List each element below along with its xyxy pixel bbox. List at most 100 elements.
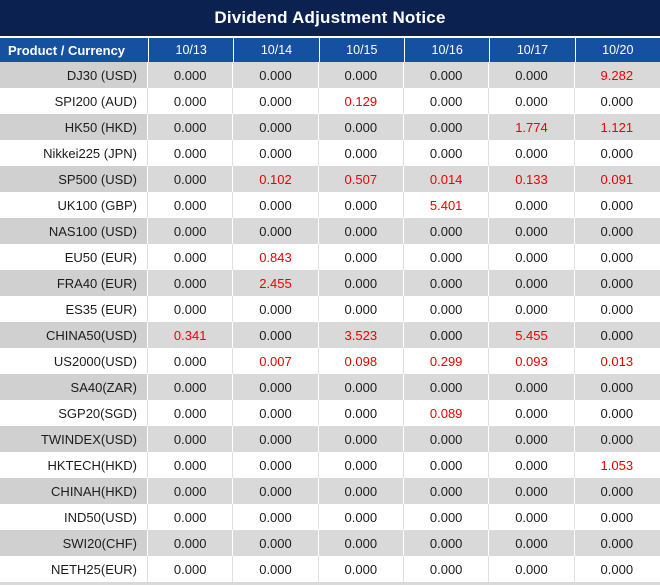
dividend-value-cell: 3.523 [319,322,404,348]
dividend-value-cell: 0.000 [404,504,490,530]
product-label: DJ30 (USD) [0,62,148,88]
header-product-currency: Product / Currency [8,42,126,58]
dividend-value-cell: 0.000 [489,296,575,322]
dividend-value-cell: 0.341 [148,322,234,348]
dividend-value-cell: 0.507 [319,166,404,192]
product-label: US2000(USD) [0,348,148,374]
table-row: Nikkei225 (JPN) 0.000 0.000 0.000 0.000 0.000… [0,140,660,166]
product-label: IND50(USD) [0,504,148,530]
table-row: SP500 (USD) 0.000 0.102 0.507 0.014 0.133 0.09… [0,166,660,192]
dividend-value-cell: 0.000 [489,556,575,582]
dividend-value-cell: 2.455 [233,270,319,296]
dividend-value-cell: 0.000 [489,452,575,478]
product-label: SA40(ZAR) [0,374,148,400]
dividend-value-cell: 0.000 [404,62,490,88]
dividend-value-cell: 0.093 [489,348,575,374]
table-row: DJ30 (USD) 0.000 0.000 0.000 0.000 0.000 9.282 [0,62,660,88]
product-label: ES35 (EUR) [0,296,148,322]
dividend-value-cell: 0.013 [600,353,634,369]
dividend-value-cell: 0.000 [489,426,575,452]
dividend-value-cell: 0.000 [404,88,490,114]
dividend-value-cell: 5.455 [489,322,575,348]
dividend-value-cell: 0.000 [148,270,234,296]
table-row: SA40(ZAR) 0.000 0.000 0.000 0.000 0.000 0.000 [0,374,660,400]
dividend-table-body: DJ30 (USD) 0.000 0.000 0.000 0.000 0.000 9.282… [0,62,660,582]
dividend-value-cell: 0.000 [489,478,575,504]
dividend-value-cell: 0.000 [404,244,490,270]
dividend-value-cell: 0.000 [600,379,634,395]
dividend-value-cell: 0.000 [233,478,319,504]
dividend-value-cell: 0.000 [489,244,575,270]
dividend-value-cell: 0.000 [148,400,234,426]
dividend-value-cell: 0.000 [600,249,634,265]
dividend-value-cell: 0.000 [404,374,490,400]
dividend-value-cell: 0.000 [148,62,234,88]
dividend-value-cell: 0.000 [600,535,634,551]
dividend-value-cell: 0.000 [233,192,319,218]
header-date-cell: 10/15 [318,38,404,62]
dividend-value-cell: 0.000 [148,478,234,504]
dividend-value-cell: 0.000 [600,327,634,343]
product-label: SWI20(CHF) [0,530,148,556]
dividend-value-cell: 0.000 [148,140,234,166]
product-label: UK100 (GBP) [0,192,148,218]
dividend-value-cell: 0.000 [319,374,404,400]
dividend-value-cell: 0.843 [233,244,319,270]
dividend-value-cell: 0.000 [404,218,490,244]
table-row: NAS100 (USD) 0.000 0.000 0.000 0.000 0.000 0.0… [0,218,660,244]
dividend-value-cell: 0.000 [600,145,634,161]
dividend-value-cell: 0.000 [319,400,404,426]
dividend-value-cell: 9.282 [600,67,634,83]
product-label: SP500 (USD) [0,166,148,192]
table-row: HKTECH(HKD) 0.000 0.000 0.000 0.000 0.000 1.05… [0,452,660,478]
dividend-value-cell: 0.000 [489,374,575,400]
product-label: HKTECH(HKD) [0,452,148,478]
dividend-value-cell: 0.000 [148,426,234,452]
dividend-value-cell: 0.000 [319,62,404,88]
dividend-value-cell: 0.000 [233,218,319,244]
dividend-value-cell: 1.121 [600,119,634,135]
dividend-value-cell: 0.000 [404,270,490,296]
dividend-value-cell: 0.000 [148,166,234,192]
dividend-value-cell: 0.000 [233,530,319,556]
dividend-value-cell: 0.000 [233,400,319,426]
table-row: SWI20(CHF) 0.000 0.000 0.000 0.000 0.000 0.000 [0,530,660,556]
dividend-value-cell: 0.000 [489,270,575,296]
dividend-value-cell: 0.000 [233,114,319,140]
table-row: IND50(USD) 0.000 0.000 0.000 0.000 0.000 0.000 [0,504,660,530]
dividend-value-cell: 0.000 [148,114,234,140]
dividend-value-cell: 0.091 [600,171,634,187]
dividend-value-cell: 0.000 [600,483,634,499]
dividend-value-cell: 0.000 [233,140,319,166]
dividend-value-cell: 0.000 [148,218,234,244]
product-label: FRA40 (EUR) [0,270,148,296]
header-date-cell: 10/14 [233,38,318,62]
dividend-value-cell: 0.000 [233,556,319,582]
product-label: Nikkei225 (JPN) [0,140,148,166]
table-row: NETH25(EUR) 0.000 0.000 0.000 0.000 0.000 0.00… [0,556,660,582]
product-label: SPI200 (AUD) [0,88,148,114]
table-row: ES35 (EUR) 0.000 0.000 0.000 0.000 0.000 0.000 [0,296,660,322]
dividend-value-cell: 0.000 [600,509,634,525]
dividend-value-cell: 0.000 [319,192,404,218]
dividend-value-cell: 1.774 [489,114,575,140]
dividend-value-cell: 0.299 [404,348,490,374]
dividend-value-cell: 0.000 [233,426,319,452]
dividend-value-cell: 0.000 [489,192,575,218]
dividend-value-cell: 1.053 [600,457,634,473]
dividend-value-cell: 0.000 [319,556,404,582]
dividend-value-cell: 0.000 [489,62,575,88]
dividend-value-cell: 0.000 [233,88,319,114]
table-row: EU50 (EUR) 0.000 0.843 0.000 0.000 0.000 0.000 [0,244,660,270]
dividend-value-cell: 0.000 [600,405,634,421]
dividend-value-cell: 0.000 [233,374,319,400]
product-label: EU50 (EUR) [0,244,148,270]
dividend-value-cell: 0.000 [404,296,490,322]
dividend-value-cell: 0.000 [233,296,319,322]
dividend-value-cell: 0.000 [319,530,404,556]
dividend-value-cell: 0.000 [600,93,634,109]
product-label: HK50 (HKD) [0,114,148,140]
dividend-value-cell: 0.000 [600,197,634,213]
header-date-cell: 10/16 [403,38,489,62]
table-row: HK50 (HKD) 0.000 0.000 0.000 0.000 1.774 1.121 [0,114,660,140]
